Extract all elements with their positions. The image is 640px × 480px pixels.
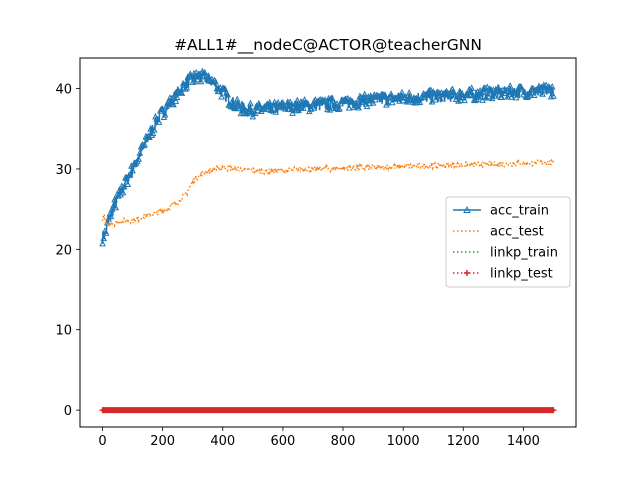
legend-label: acc_test — [490, 225, 544, 240]
series-line — [101, 158, 555, 229]
legend-label: linkp_train — [490, 246, 558, 261]
x-tick-label: 200 — [150, 434, 175, 449]
series-markers — [99, 407, 557, 414]
y-tick-label: 40 — [55, 83, 72, 98]
x-tick-label: 1000 — [387, 434, 420, 449]
x-tick-label: 1400 — [507, 434, 540, 449]
legend-item-acc_train: acc_train — [453, 204, 549, 219]
plot-frame — [79, 57, 577, 428]
series-acc_train — [99, 67, 557, 247]
legend-marker — [464, 270, 470, 276]
legend: acc_train acc_test linkp_train linkp_test — [445, 196, 571, 288]
chart-title: #ALL1#__nodeC@ACTOR@teacherGNN — [174, 36, 482, 55]
legend-item-acc_test: acc_test — [453, 225, 544, 240]
legend-label: linkp_test — [490, 267, 553, 282]
y-tick-label: 20 — [55, 243, 72, 258]
series-layer — [99, 67, 557, 414]
x-tick-label: 600 — [270, 434, 295, 449]
legend-item-linkp_test: linkp_test — [453, 267, 553, 282]
series-markers — [99, 67, 557, 247]
x-tick-label: 1200 — [447, 434, 480, 449]
x-tick-label: 400 — [210, 434, 235, 449]
series-linkp_test — [99, 407, 557, 414]
series-line — [101, 70, 555, 244]
plot-area — [79, 57, 577, 428]
legend-box — [445, 196, 571, 288]
x-axis: 0 200 400 600 800 1000 1200 1400 — [98, 427, 540, 449]
legend-item-linkp_train: linkp_train — [453, 246, 558, 261]
legend-marker — [463, 205, 471, 213]
y-tick-label: 10 — [55, 324, 72, 339]
x-tick-label: 800 — [331, 434, 356, 449]
legend-label: acc_train — [490, 204, 549, 219]
y-tick-label: 30 — [55, 163, 72, 178]
y-axis: 0 10 20 30 40 — [55, 83, 80, 419]
x-tick-label: 0 — [98, 434, 106, 449]
y-tick-label: 0 — [64, 404, 72, 419]
series-acc_test — [101, 158, 555, 229]
